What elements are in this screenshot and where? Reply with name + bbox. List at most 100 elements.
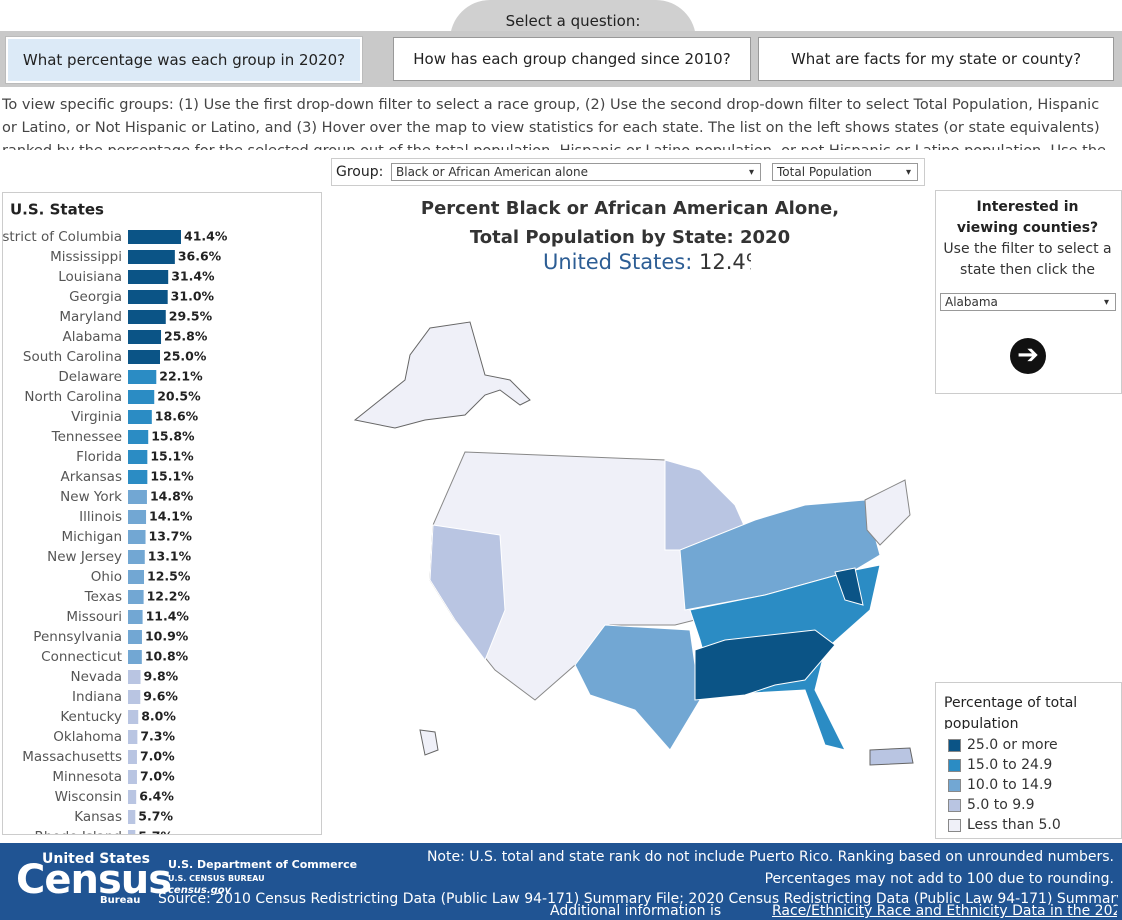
category-label: Rhode Island xyxy=(34,829,122,835)
bar-chart: U.S. States District of Columbia 41.4% Mis… xyxy=(3,201,228,835)
go-button[interactable]: ➔ xyxy=(1010,338,1046,374)
us-value: 12.4% xyxy=(698,250,751,274)
population-dropdown[interactable]: Total Population xyxy=(772,163,918,181)
legend-label: 5.0 to 9.9 xyxy=(967,797,1035,813)
legend-item: 5.0 to 9.9 xyxy=(948,797,1034,813)
category-label: Wisconsin xyxy=(55,789,122,805)
bar-panel: U.S. States District of Columbia 41.4% Mis… xyxy=(2,192,322,835)
category-label: New Jersey xyxy=(47,549,122,565)
bureau: U.S. CENSUS BUREAU xyxy=(168,874,265,883)
bar xyxy=(128,810,136,824)
bar xyxy=(128,390,155,404)
category-label: Pennsylvania xyxy=(33,629,122,645)
hawaii xyxy=(419,729,439,756)
value-label: 14.1% xyxy=(149,509,193,524)
group-dropdown[interactable]: Black or African American alone xyxy=(391,163,761,181)
category-label: North Carolina xyxy=(24,389,122,405)
bar xyxy=(128,270,169,284)
category-label: Georgia xyxy=(69,289,122,305)
category-label: Illinois xyxy=(79,509,122,525)
legend-item: 10.0 to 14.9 xyxy=(948,777,1052,793)
note: Note: U.S. total and state rank do not i… xyxy=(426,849,1114,865)
bar xyxy=(128,690,141,704)
legend-item: Less than 5.0 xyxy=(948,817,1061,833)
group-label: Group: xyxy=(336,164,384,180)
value-label: 9.8% xyxy=(144,669,179,684)
legend-swatch xyxy=(948,738,961,752)
category-label: Florida xyxy=(76,449,122,465)
value-label: 25.8% xyxy=(164,329,208,344)
bar xyxy=(128,650,142,664)
bar xyxy=(128,370,157,384)
question-label: Select a question: xyxy=(505,12,641,30)
value-label: 10.8% xyxy=(145,649,189,664)
note: Percentages may not add to 100 due to ro… xyxy=(764,871,1114,887)
value-label: 31.4% xyxy=(171,269,215,284)
bar xyxy=(128,750,137,764)
category-label: Tennessee xyxy=(51,429,122,445)
bar xyxy=(128,470,148,484)
category-label: Indiana xyxy=(72,689,122,705)
value-label: 18.6% xyxy=(155,409,199,424)
map-title: Total Population by State: 2020 xyxy=(469,227,791,248)
legend-swatch xyxy=(948,798,961,812)
category-label: Louisiana xyxy=(58,269,122,285)
bar xyxy=(128,630,142,644)
value-label: 15.8% xyxy=(151,429,195,444)
legend-label: Less than 5.0 xyxy=(967,817,1061,833)
bar xyxy=(128,450,148,464)
legend-label: 15.0 to 24.9 xyxy=(967,757,1053,773)
bar xyxy=(128,230,181,244)
legend-swatch xyxy=(948,758,961,772)
source: Source: 2010 Census Redistricting Data (… xyxy=(158,891,1118,907)
us-label: United States: xyxy=(543,250,693,274)
value-label: 12.5% xyxy=(147,569,191,584)
value-label: 31.0% xyxy=(171,289,215,304)
bar xyxy=(128,250,175,264)
value-label: 6.4% xyxy=(139,789,174,804)
bar xyxy=(128,410,152,424)
value-label: 9.6% xyxy=(143,689,178,704)
instructions: To view specific groups: (1) Use the fir… xyxy=(2,97,1106,150)
category-label: Maryland xyxy=(59,309,122,325)
value-label: 36.6% xyxy=(178,249,222,264)
value-label: 13.7% xyxy=(149,529,193,544)
category-label: Massachusetts xyxy=(22,749,122,765)
bar xyxy=(128,330,162,344)
category-label: Kentucky xyxy=(60,709,122,725)
legend: Percentage of total population 25.0 or m… xyxy=(935,682,1122,839)
bar xyxy=(128,510,147,524)
logo-main: Census xyxy=(16,857,172,903)
value-label: 25.0% xyxy=(163,349,207,364)
tab[interactable]: What percentage was each group in 2020? xyxy=(5,36,363,84)
bar xyxy=(128,830,136,834)
value-label: 29.5% xyxy=(169,309,213,324)
legend-label: 25.0 or more xyxy=(967,737,1058,753)
category-label: Delaware xyxy=(58,369,122,385)
logo-bottom: Bureau xyxy=(100,895,141,906)
state-dropdown[interactable]: Alabama xyxy=(940,293,1116,311)
bar xyxy=(128,490,147,504)
midwest xyxy=(679,499,881,611)
county-title: Interested in viewing counties? xyxy=(956,199,1099,236)
tab[interactable]: What are facts for my state or county? xyxy=(758,37,1114,81)
value-label: 41.4% xyxy=(184,229,228,244)
us-total: United States: 12.4% xyxy=(543,250,751,274)
tab[interactable]: How has each group changed since 2010? xyxy=(393,37,751,81)
bar xyxy=(128,430,149,444)
info-link[interactable]: Race/Ethnicity Race and Ethnicity Data i… xyxy=(772,903,1117,919)
value-label: 15.1% xyxy=(150,469,194,484)
bar xyxy=(128,710,139,724)
bar xyxy=(128,790,137,804)
category-label: Kansas xyxy=(74,809,122,825)
legend-swatch xyxy=(948,778,961,792)
chart-title: U.S. States xyxy=(10,201,104,219)
alaska xyxy=(353,321,531,429)
maryland xyxy=(834,567,864,606)
bar xyxy=(128,310,166,324)
value-label: 22.1% xyxy=(159,369,203,384)
filter-box xyxy=(331,158,925,186)
legend-item: 15.0 to 24.9 xyxy=(948,757,1052,773)
bar xyxy=(128,290,168,304)
